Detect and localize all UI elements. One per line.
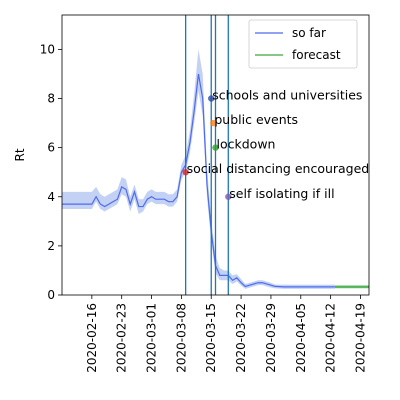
y-tick-label: 10 (40, 42, 55, 56)
x-tick-label: 2020-02-23 (115, 303, 129, 373)
event-label: self isolating if ill (229, 186, 334, 201)
x-tick-label: 2020-04-12 (324, 303, 338, 373)
x-tick-label: 2020-03-29 (264, 303, 278, 373)
x-tick-label: 2020-03-01 (145, 303, 159, 373)
event-marker (225, 193, 232, 200)
y-tick-label: 4 (47, 190, 55, 204)
event-marker (182, 168, 189, 176)
legend-label-so-far: so far (292, 26, 326, 40)
event-label: public events (214, 112, 298, 127)
y-tick-label: 2 (47, 239, 55, 253)
series-line-so-far (62, 73, 335, 288)
event-marker (210, 119, 217, 127)
event-label: social distancing encouraged (187, 161, 370, 176)
y-tick-label: 6 (47, 141, 55, 155)
plot-frame (61, 14, 370, 296)
event-label: schools and universities (212, 88, 362, 103)
event-marker (208, 95, 215, 102)
y-tick-label: 0 (47, 288, 55, 302)
legend-label-forecast: forecast (292, 48, 341, 62)
legend-box (248, 19, 358, 69)
x-tick-label: 2020-03-22 (234, 303, 248, 373)
y-tick-label: 8 (47, 92, 55, 106)
y-axis-label: Rt (13, 148, 27, 161)
x-tick-label: 2020-04-19 (353, 303, 367, 373)
x-tick-label: 2020-03-15 (204, 303, 218, 373)
event-marker (212, 144, 219, 151)
event-label: lockdown (217, 137, 276, 152)
legend: so far forecast (248, 19, 358, 69)
x-tick-label: 2020-03-08 (174, 303, 188, 373)
x-tick-label: 2020-04-05 (294, 303, 308, 373)
x-tick-label: 2020-02-16 (85, 303, 99, 373)
